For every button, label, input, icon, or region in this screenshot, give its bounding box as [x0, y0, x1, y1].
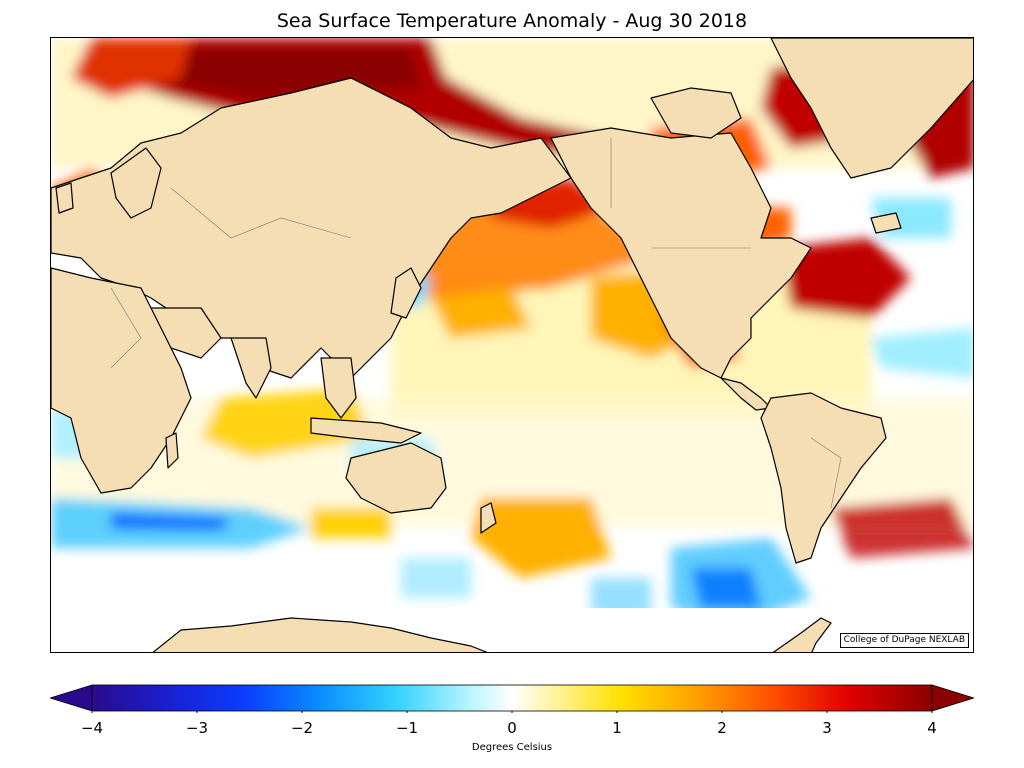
indonesia: [310, 417, 422, 444]
japan: [390, 267, 422, 319]
colorbar-tick-label: 1: [612, 719, 622, 737]
colorbar-svg: [50, 684, 974, 713]
southeast-asia: [320, 357, 357, 419]
iceland: [870, 212, 902, 234]
greenland: [770, 38, 973, 179]
colorbar-tick-label: −2: [290, 719, 314, 737]
colorbar-label: Degrees Celsius: [471, 742, 553, 753]
colorbar-tick-label: 2: [717, 719, 727, 737]
india: [230, 337, 272, 399]
australia: [345, 442, 447, 514]
sst-anomaly-map: College of DuPage NEXLAB: [50, 37, 974, 653]
colorbar-extend-low: [50, 684, 93, 712]
colorbar-tick-label: −1: [395, 719, 419, 737]
madagascar: [165, 432, 179, 469]
colorbar: [50, 683, 974, 713]
colorbar-tick-label: 0: [507, 719, 517, 737]
map-canvas: [51, 38, 973, 652]
credit-label: College of DuPage NEXLAB: [839, 633, 969, 648]
colorbar-tick-label: −3: [185, 719, 209, 737]
land-masses: [51, 38, 973, 652]
british-isles: [55, 182, 74, 214]
colorbar-tick-label: −4: [80, 719, 104, 737]
south-america: [760, 392, 887, 564]
new-zealand: [480, 502, 497, 534]
colorbar-tick-label: 3: [822, 719, 832, 737]
colorbar-extend-high: [931, 684, 974, 712]
colorbar-gradient: [91, 684, 933, 712]
map-title: Sea Surface Temperature Anomaly - Aug 30…: [276, 10, 748, 32]
north-america: [550, 127, 812, 379]
country-borders: [110, 138, 842, 509]
canadian-archipelago: [650, 87, 742, 139]
colorbar-tick-label: 4: [927, 719, 937, 737]
africa: [51, 267, 192, 494]
antarctic-peninsula: [772, 617, 832, 652]
antarctica: [152, 617, 488, 652]
scandinavia: [110, 147, 162, 219]
